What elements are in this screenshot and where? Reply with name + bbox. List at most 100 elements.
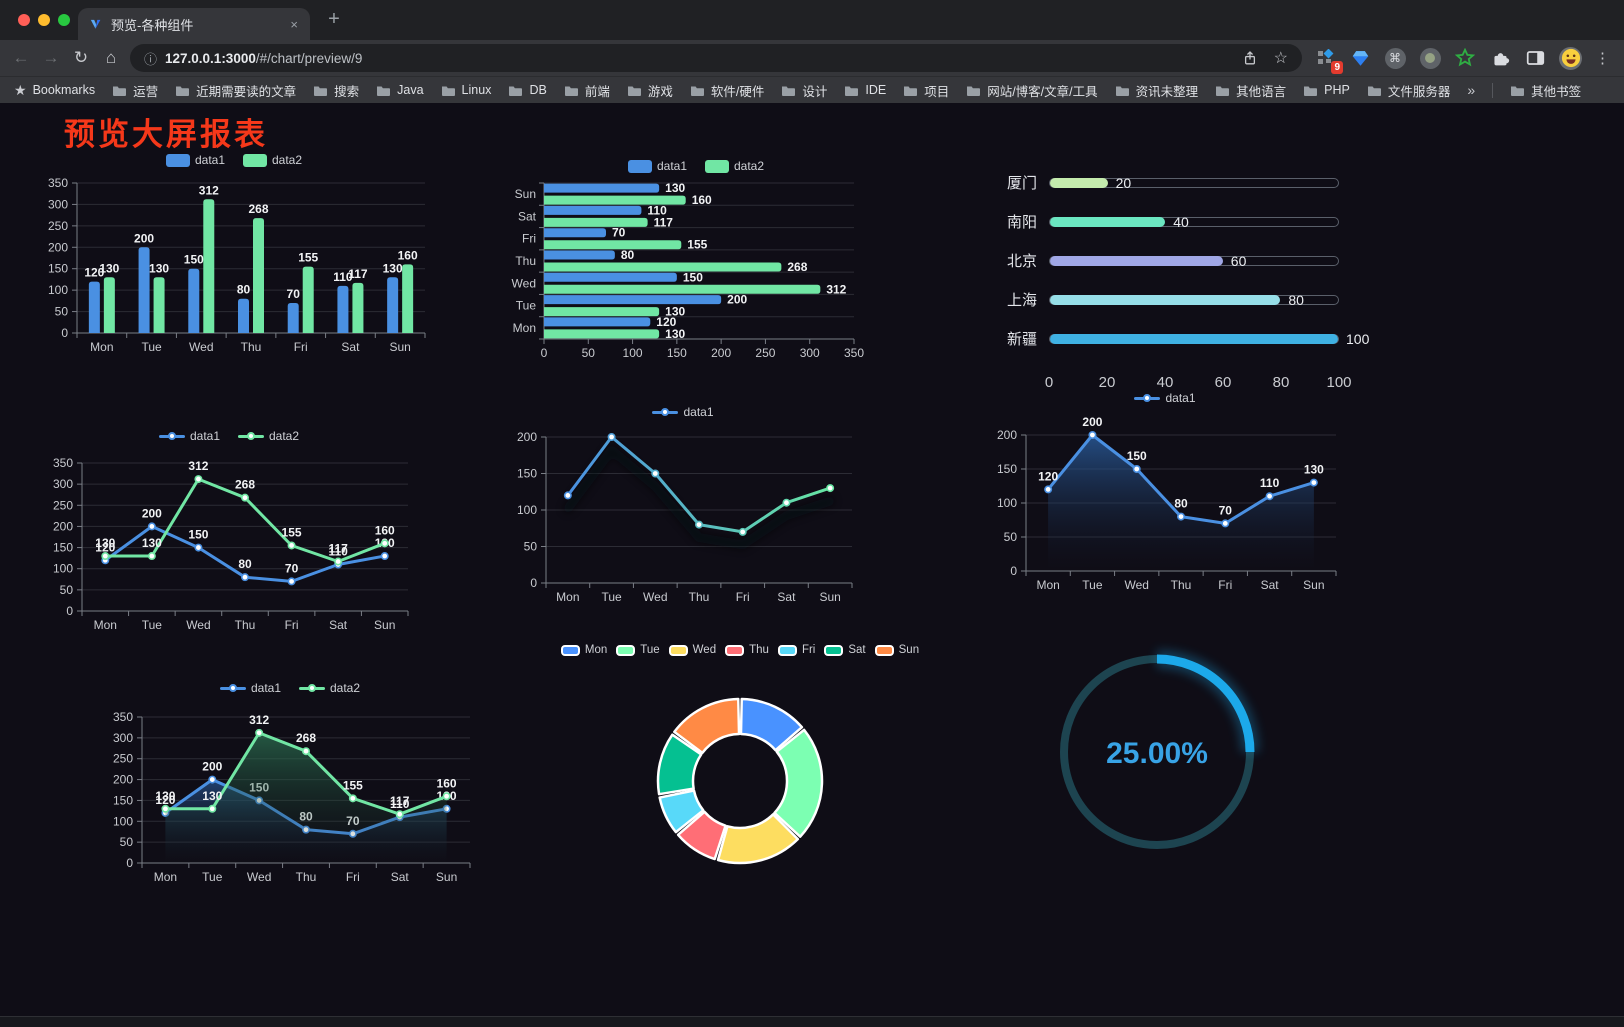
data-point[interactable] xyxy=(208,775,217,784)
progress-bars-chart[interactable]: 厦门 20 南阳 40 北京 60 上海 80 新疆 100 0 20 40 60 80 100 xyxy=(993,155,1369,395)
bookmark-folder[interactable]: 前端 xyxy=(564,81,610,100)
pie-slice[interactable] xyxy=(739,697,804,752)
bar[interactable] xyxy=(544,228,606,238)
data-point[interactable] xyxy=(1132,464,1141,473)
bar[interactable] xyxy=(387,277,399,333)
progress-row[interactable]: 南阳 40 xyxy=(993,202,1361,241)
bookmark-folder[interactable]: 软件/硬件 xyxy=(690,81,764,100)
gem-extension-icon[interactable] xyxy=(1349,47,1371,69)
bookmark-star-icon[interactable]: ☆ xyxy=(1273,50,1288,67)
legend-item[interactable]: Sun xyxy=(874,644,919,656)
legend-item[interactable]: Mon xyxy=(560,644,607,656)
bookmark-folder[interactable]: 近期需要读的文章 xyxy=(175,81,296,100)
data-point[interactable] xyxy=(287,577,296,586)
bookmark-folder[interactable]: 文件服务器 xyxy=(1367,81,1450,100)
legend-item[interactable]: Thu xyxy=(725,644,769,656)
chart-canvas[interactable]: 0 50 100 150 200 Mon Tue Wed Thu Fri Sat Sun xyxy=(502,425,864,611)
bar[interactable] xyxy=(544,205,642,215)
bookmark-folder[interactable]: 资讯未整理 xyxy=(1115,81,1198,100)
pie-slice[interactable] xyxy=(773,728,824,838)
data-point[interactable] xyxy=(738,527,747,536)
legend-item[interactable]: data2 xyxy=(238,429,299,443)
pie-slice[interactable] xyxy=(656,733,703,796)
data-point[interactable] xyxy=(147,522,156,531)
bar[interactable] xyxy=(238,298,249,333)
legend-item[interactable]: data2 xyxy=(705,159,764,173)
bookmark-folder[interactable]: Linux xyxy=(441,83,491,97)
browser-menu-icon[interactable]: ⋮ xyxy=(1595,50,1610,67)
chart-canvas[interactable]: 25.00% xyxy=(1046,641,1268,863)
pie-slice[interactable] xyxy=(716,813,800,865)
grouped-bar-chart[interactable]: data1 data2 0 50 100 150 200 250 300 350 Mon Tue Wed… xyxy=(33,147,435,361)
bookmark-folder[interactable]: 搜索 xyxy=(313,81,359,100)
legend-item[interactable]: data1 xyxy=(627,159,687,173)
data-point[interactable] xyxy=(302,747,311,756)
sidebar-toggle-icon[interactable] xyxy=(1524,47,1546,69)
data-point[interactable] xyxy=(1309,478,1318,487)
bar[interactable] xyxy=(88,281,100,333)
chart-canvas[interactable] xyxy=(552,663,928,893)
window-zoom-button[interactable] xyxy=(58,14,70,26)
bar[interactable] xyxy=(138,247,150,333)
bookmarks-manager-item[interactable]: ★ Bookmarks xyxy=(14,82,95,99)
single-area-chart[interactable]: data1 0 50 100 150 200 Mon Tue Wed Thu Fri Sat Sun 12… xyxy=(982,385,1348,599)
bar[interactable] xyxy=(337,285,349,333)
bar[interactable] xyxy=(544,250,615,260)
bookmark-folder[interactable]: 游戏 xyxy=(627,81,673,100)
donut-pie-chart[interactable]: Mon Tue Wed Thu Fri Sat Sun xyxy=(552,637,928,917)
bar[interactable] xyxy=(544,307,660,317)
data-point[interactable] xyxy=(101,552,110,561)
data-point[interactable] xyxy=(161,804,170,813)
data-point[interactable] xyxy=(287,541,296,550)
new-tab-button[interactable]: + xyxy=(328,8,340,30)
legend-item[interactable]: data1 xyxy=(1134,391,1196,405)
browser-tab[interactable]: 预览-各种组件 × xyxy=(78,8,310,40)
record-extension-icon[interactable] xyxy=(1419,47,1441,69)
bookmark-folder[interactable]: PHP xyxy=(1303,83,1350,97)
data-point[interactable] xyxy=(1044,485,1053,494)
data-point[interactable] xyxy=(380,539,389,548)
pie-slice[interactable] xyxy=(658,789,705,834)
bookmarks-overflow-button[interactable]: » xyxy=(1467,82,1476,98)
horizontal-bar-chart[interactable]: data1 data2 0 50 100 150 200 250 300 350 Sun 130 160… xyxy=(500,153,892,365)
bar[interactable] xyxy=(188,268,200,333)
gradient-line-chart[interactable]: data1 0 50 100 150 200 Mon Tue Wed Thu Fri Sat Sun xyxy=(502,399,864,611)
pie-slice[interactable] xyxy=(673,697,741,755)
chart-canvas[interactable]: 0 50 100 150 200 250 300 350 Mon Tue Wed Thu Fri Sat S… xyxy=(33,173,435,361)
bar[interactable] xyxy=(253,218,264,333)
bar[interactable] xyxy=(544,284,821,294)
address-bar[interactable]: ⓘ 127.0.0.1:3000/#/chart/preview/9 ☆ xyxy=(130,44,1302,72)
green-star-extension-icon[interactable] xyxy=(1454,47,1476,69)
data-point[interactable] xyxy=(1265,492,1274,501)
data-point[interactable] xyxy=(147,552,156,561)
puzzle-extensions-icon[interactable] xyxy=(1489,47,1511,69)
bar[interactable] xyxy=(153,277,165,333)
data-point[interactable] xyxy=(208,804,217,813)
tab-close-icon[interactable]: × xyxy=(290,16,298,32)
legend-item[interactable]: data2 xyxy=(299,681,360,695)
bar[interactable] xyxy=(544,217,648,227)
bookmark-folder[interactable]: IDE xyxy=(844,83,886,97)
site-info-icon[interactable]: ⓘ xyxy=(144,51,158,67)
bar[interactable] xyxy=(287,303,299,333)
progress-row[interactable]: 厦门 20 xyxy=(993,163,1361,202)
chart-canvas[interactable]: 0 50 100 150 200 250 300 350 Mon Tue Wed Thu Fri Sat S… xyxy=(38,449,420,639)
bar[interactable] xyxy=(544,329,660,339)
pie-slice[interactable] xyxy=(676,810,727,861)
bar[interactable] xyxy=(544,262,782,272)
bar[interactable] xyxy=(203,199,215,333)
legend-item[interactable]: Wed xyxy=(668,644,716,656)
data-point[interactable] xyxy=(563,491,572,500)
bookmark-folder[interactable]: 项目 xyxy=(903,81,949,100)
bar[interactable] xyxy=(402,264,414,333)
other-bookmarks-folder[interactable]: 其他书签 xyxy=(1510,81,1581,100)
command-extension-icon[interactable]: ⌘ xyxy=(1384,47,1406,69)
bar[interactable] xyxy=(302,266,314,333)
data-point[interactable] xyxy=(255,728,264,737)
bar[interactable] xyxy=(544,317,651,327)
bookmark-folder[interactable]: 其他语言 xyxy=(1215,81,1286,100)
data-point[interactable] xyxy=(607,433,616,442)
two-series-area-chart[interactable]: data1 data2 0 50 100 150 200 250 300 350 Mon Tue Wed… xyxy=(98,675,482,891)
data-point[interactable] xyxy=(241,573,250,582)
